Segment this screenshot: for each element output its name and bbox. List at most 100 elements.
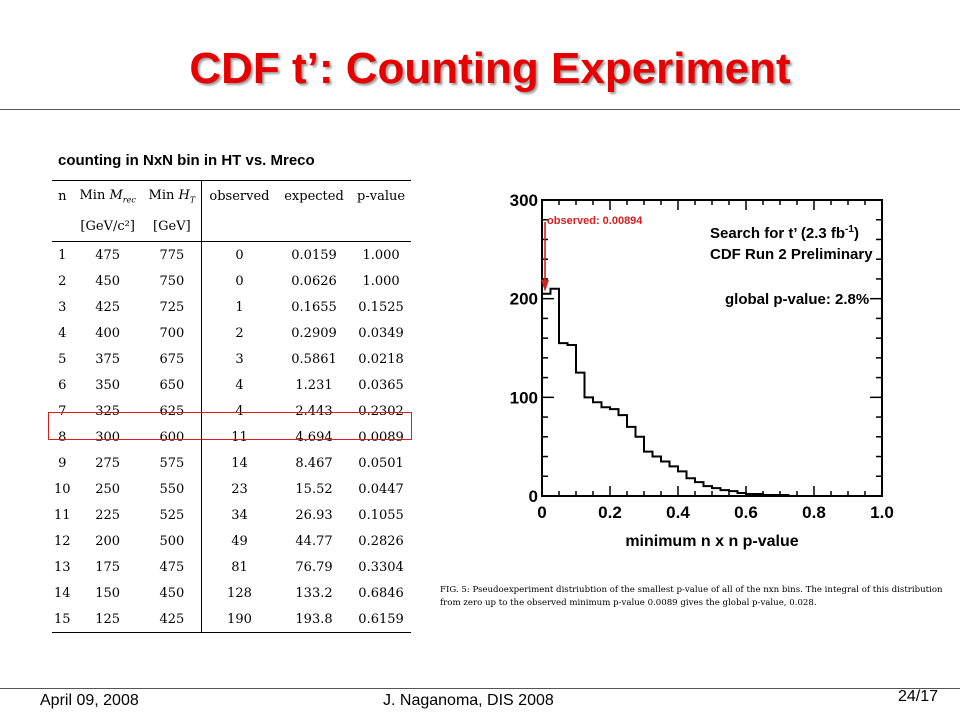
cell-pvalue: 0.0447 bbox=[358, 481, 404, 497]
cell-observed: 3 bbox=[200, 346, 277, 372]
cell-n: 7 bbox=[58, 403, 67, 419]
cell-pvalue: 0.3304 bbox=[358, 559, 404, 575]
cell-observed: 81 bbox=[200, 554, 277, 580]
cell-expected: 4.694 bbox=[295, 429, 333, 445]
cell-expected: 0.5861 bbox=[291, 351, 337, 367]
cell-ht: 600 bbox=[159, 429, 185, 445]
histogram-bin bbox=[746, 494, 755, 496]
header-mrec-unit: [GeV/c²] bbox=[72, 211, 143, 242]
title-divider bbox=[0, 109, 960, 110]
histogram-bin bbox=[542, 294, 551, 496]
cell-expected: 76.79 bbox=[295, 559, 333, 575]
histogram-bin bbox=[610, 409, 619, 496]
histogram-bin bbox=[729, 491, 738, 496]
cell-ht: 675 bbox=[159, 351, 185, 367]
y-tick-label: 0 bbox=[529, 487, 538, 506]
table-row: 15 125 425 190 193.8 0.6159 bbox=[52, 606, 411, 633]
cell-n: 5 bbox=[58, 351, 67, 367]
histogram-bin bbox=[551, 289, 560, 496]
histogram-bin bbox=[627, 427, 636, 496]
cell-mrec: 225 bbox=[95, 507, 121, 523]
cell-ht: 700 bbox=[159, 325, 185, 341]
cell-pvalue: 0.2826 bbox=[358, 533, 404, 549]
cell-n: 12 bbox=[54, 533, 71, 549]
cell-ht: 625 bbox=[159, 403, 185, 419]
cell-ht: 425 bbox=[142, 606, 202, 633]
cell-pvalue: 0.1525 bbox=[358, 299, 404, 315]
cell-expected: 0.1655 bbox=[291, 299, 337, 315]
table-row: 10 250 550 23 15.52 0.0447 bbox=[52, 476, 411, 502]
histogram-bin bbox=[755, 494, 764, 496]
cell-mrec: 200 bbox=[95, 533, 121, 549]
slide-title: CDF t’: Counting Experiment bbox=[189, 44, 791, 93]
cell-pvalue: 0.6159 bbox=[351, 606, 411, 633]
histogram-bin bbox=[695, 482, 704, 496]
histogram-bin bbox=[763, 495, 772, 496]
histogram-bin bbox=[593, 402, 602, 496]
cell-mrec: 350 bbox=[95, 377, 121, 393]
cell-observed: 190 bbox=[200, 606, 277, 633]
search-label-sup: -1 bbox=[845, 224, 854, 235]
table-row: 2 450 750 0 0.0626 1.000 bbox=[52, 268, 411, 294]
cell-n: 4 bbox=[58, 325, 67, 341]
cell-mrec: 175 bbox=[95, 559, 121, 575]
table-row: 13 175 475 81 76.79 0.3304 bbox=[52, 554, 411, 580]
histogram-bin bbox=[704, 486, 713, 496]
cell-expected: 0.0159 bbox=[291, 247, 337, 263]
cell-mrec: 375 bbox=[95, 351, 121, 367]
header-mrec: Min Mrec bbox=[72, 180, 143, 211]
table-body: 1 475 775 0 0.0159 1.000 2 450 750 0 0.0626 1.000 3 4… bbox=[52, 241, 411, 633]
global-pvalue-label: global p-value: 2.8% bbox=[725, 291, 869, 308]
histogram-bin bbox=[721, 490, 730, 496]
table-row: 6 350 650 4 1.231 0.0365 bbox=[52, 372, 411, 398]
cell-observed: 4 bbox=[200, 398, 277, 424]
cell-observed: 4 bbox=[200, 372, 277, 398]
cell-observed: 0 bbox=[200, 268, 277, 294]
footer-date: April 09, 2008 bbox=[40, 692, 139, 709]
x-tick-label: 0 bbox=[537, 503, 546, 522]
x-axis-label: minimum n x n p-value bbox=[625, 533, 798, 550]
page-number: 24/17 bbox=[898, 688, 939, 705]
histogram-bin bbox=[602, 407, 611, 496]
observed-label: observed: 0.00894 bbox=[547, 215, 643, 227]
cell-mrec: 275 bbox=[95, 455, 121, 471]
cell-ht: 575 bbox=[159, 455, 185, 471]
cell-observed: 23 bbox=[200, 476, 277, 502]
cell-expected: 26.93 bbox=[295, 507, 333, 523]
cell-pvalue: 0.0365 bbox=[358, 377, 404, 393]
search-label-close: ) bbox=[854, 225, 859, 242]
table-subtitle: counting in NxN bin in HT vs. Mreco bbox=[58, 152, 315, 169]
histogram-bin bbox=[670, 466, 679, 496]
header-ht: Min HT bbox=[142, 180, 202, 211]
cell-mrec: 125 bbox=[72, 606, 143, 633]
cell-expected: 0.2909 bbox=[291, 325, 337, 341]
header-pvalue: p-value bbox=[351, 180, 411, 211]
cell-observed: 1 bbox=[200, 294, 277, 320]
observed-arrow-head bbox=[541, 279, 550, 292]
header-ht-unit: [GeV] bbox=[142, 211, 202, 242]
histogram-bin bbox=[559, 343, 568, 496]
cell-expected: 44.77 bbox=[295, 533, 333, 549]
cell-mrec: 400 bbox=[95, 325, 121, 341]
cell-mrec: 150 bbox=[95, 585, 121, 601]
cell-ht: 725 bbox=[159, 299, 185, 315]
histogram-bin bbox=[661, 461, 670, 496]
table-row: 14 150 450 128 133.2 0.6846 bbox=[52, 580, 411, 606]
cell-ht: 550 bbox=[159, 481, 185, 497]
histogram-bin bbox=[712, 488, 721, 496]
cell-mrec: 475 bbox=[95, 247, 121, 263]
x-tick-label: 0.4 bbox=[666, 503, 690, 522]
cell-expected: 133.2 bbox=[295, 585, 333, 601]
cell-ht: 750 bbox=[159, 273, 185, 289]
cell-observed: 34 bbox=[200, 502, 277, 528]
cell-ht: 525 bbox=[159, 507, 185, 523]
cell-mrec: 325 bbox=[95, 403, 121, 419]
cell-mrec: 250 bbox=[95, 481, 121, 497]
cell-mrec: 300 bbox=[95, 429, 121, 445]
histogram-bin bbox=[644, 452, 653, 496]
histogram-bin bbox=[585, 397, 594, 496]
cell-n: 11 bbox=[54, 507, 71, 523]
y-tick-label: 100 bbox=[510, 388, 538, 407]
cell-expected: 1.231 bbox=[295, 377, 333, 393]
cell-mrec: 425 bbox=[95, 299, 121, 315]
